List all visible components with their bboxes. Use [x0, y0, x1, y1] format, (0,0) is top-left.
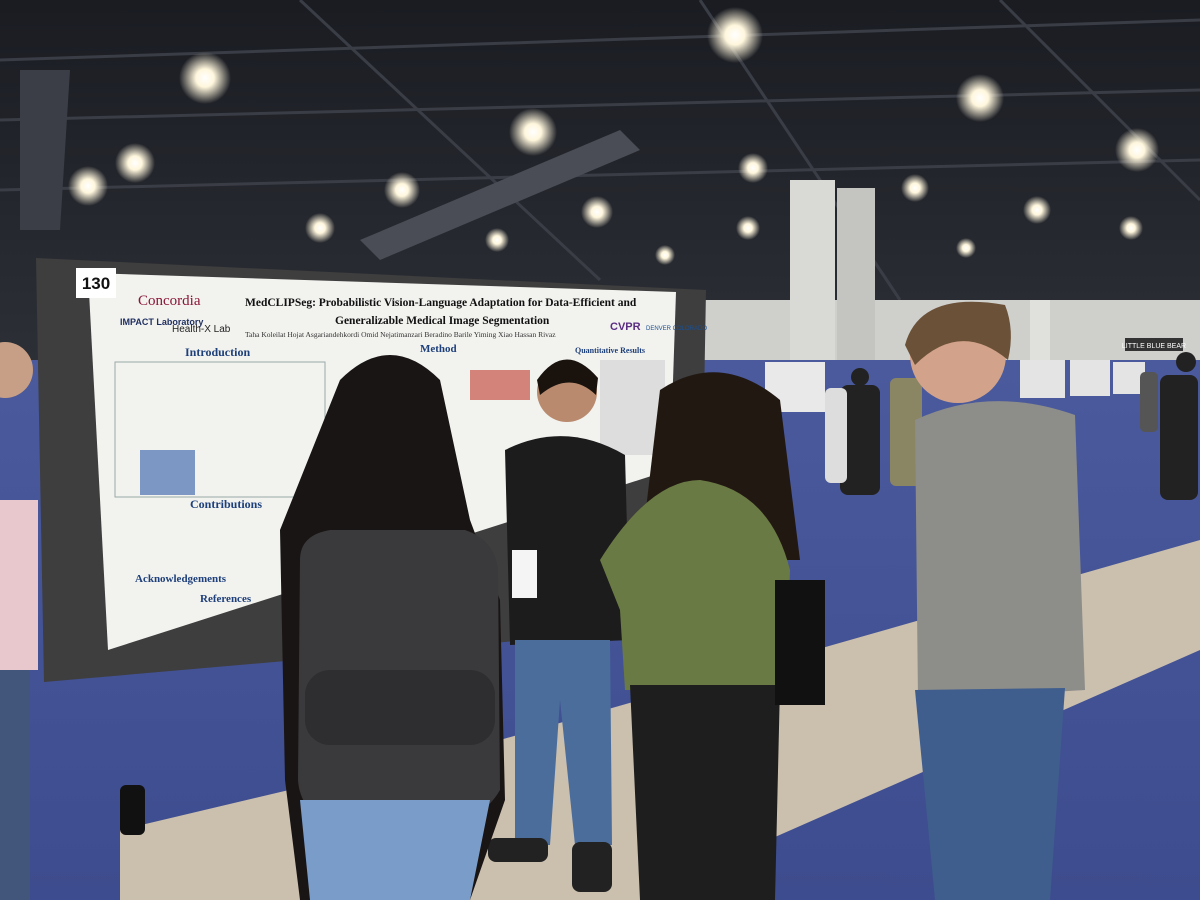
person-backpack — [280, 355, 505, 900]
section-heading: Introduction — [185, 345, 250, 359]
poster-authors: Taha Koleilat Hojat Asgariandehkordi Omi… — [245, 330, 556, 339]
person-gray-shirt — [905, 301, 1085, 900]
figure — [140, 450, 195, 495]
duct — [360, 130, 640, 260]
figure — [470, 370, 530, 400]
background-posters — [765, 360, 1145, 412]
poster-header: Concordia IMPACT Laboratory Health-X Lab… — [120, 293, 707, 339]
person-green-jacket — [600, 372, 825, 900]
section-heading: Method — [420, 343, 457, 355]
poster-sections: Introduction Method Quantitative Results… — [114, 343, 665, 605]
column — [790, 180, 835, 360]
section-heading: Acknowledgements — [135, 573, 227, 585]
duct — [20, 70, 70, 230]
booth-number: 130 — [82, 274, 110, 293]
poster-title: Generalizable Medical Image Segmentation — [335, 315, 550, 327]
booth-number-card — [76, 268, 116, 298]
person-presenter — [488, 359, 630, 892]
poster-title: MedCLIPSeg: Probabilistic Vision-Languag… — [245, 297, 637, 309]
section-heading: References — [200, 593, 252, 605]
university: Concordia — [138, 293, 201, 309]
conference: CVPR — [610, 321, 641, 333]
section-heading: Quantitative Results — [575, 346, 645, 355]
lab-name: Health-X Lab — [172, 324, 231, 335]
ceiling-lights — [68, 7, 1159, 265]
venue-sign-board — [1125, 338, 1183, 351]
conference-location: DENVER COLORADO — [646, 326, 707, 332]
venue-sign: LITTLE BLUE BEAR — [1122, 343, 1186, 350]
person-left-edge — [0, 342, 38, 900]
column — [1030, 300, 1050, 360]
section-heading: Contributions — [190, 497, 262, 511]
background-people — [825, 352, 1198, 500]
water-bottle — [120, 785, 145, 835]
results-table — [600, 360, 665, 455]
column — [837, 188, 875, 360]
lab-name: IMPACT Laboratory — [120, 317, 203, 327]
